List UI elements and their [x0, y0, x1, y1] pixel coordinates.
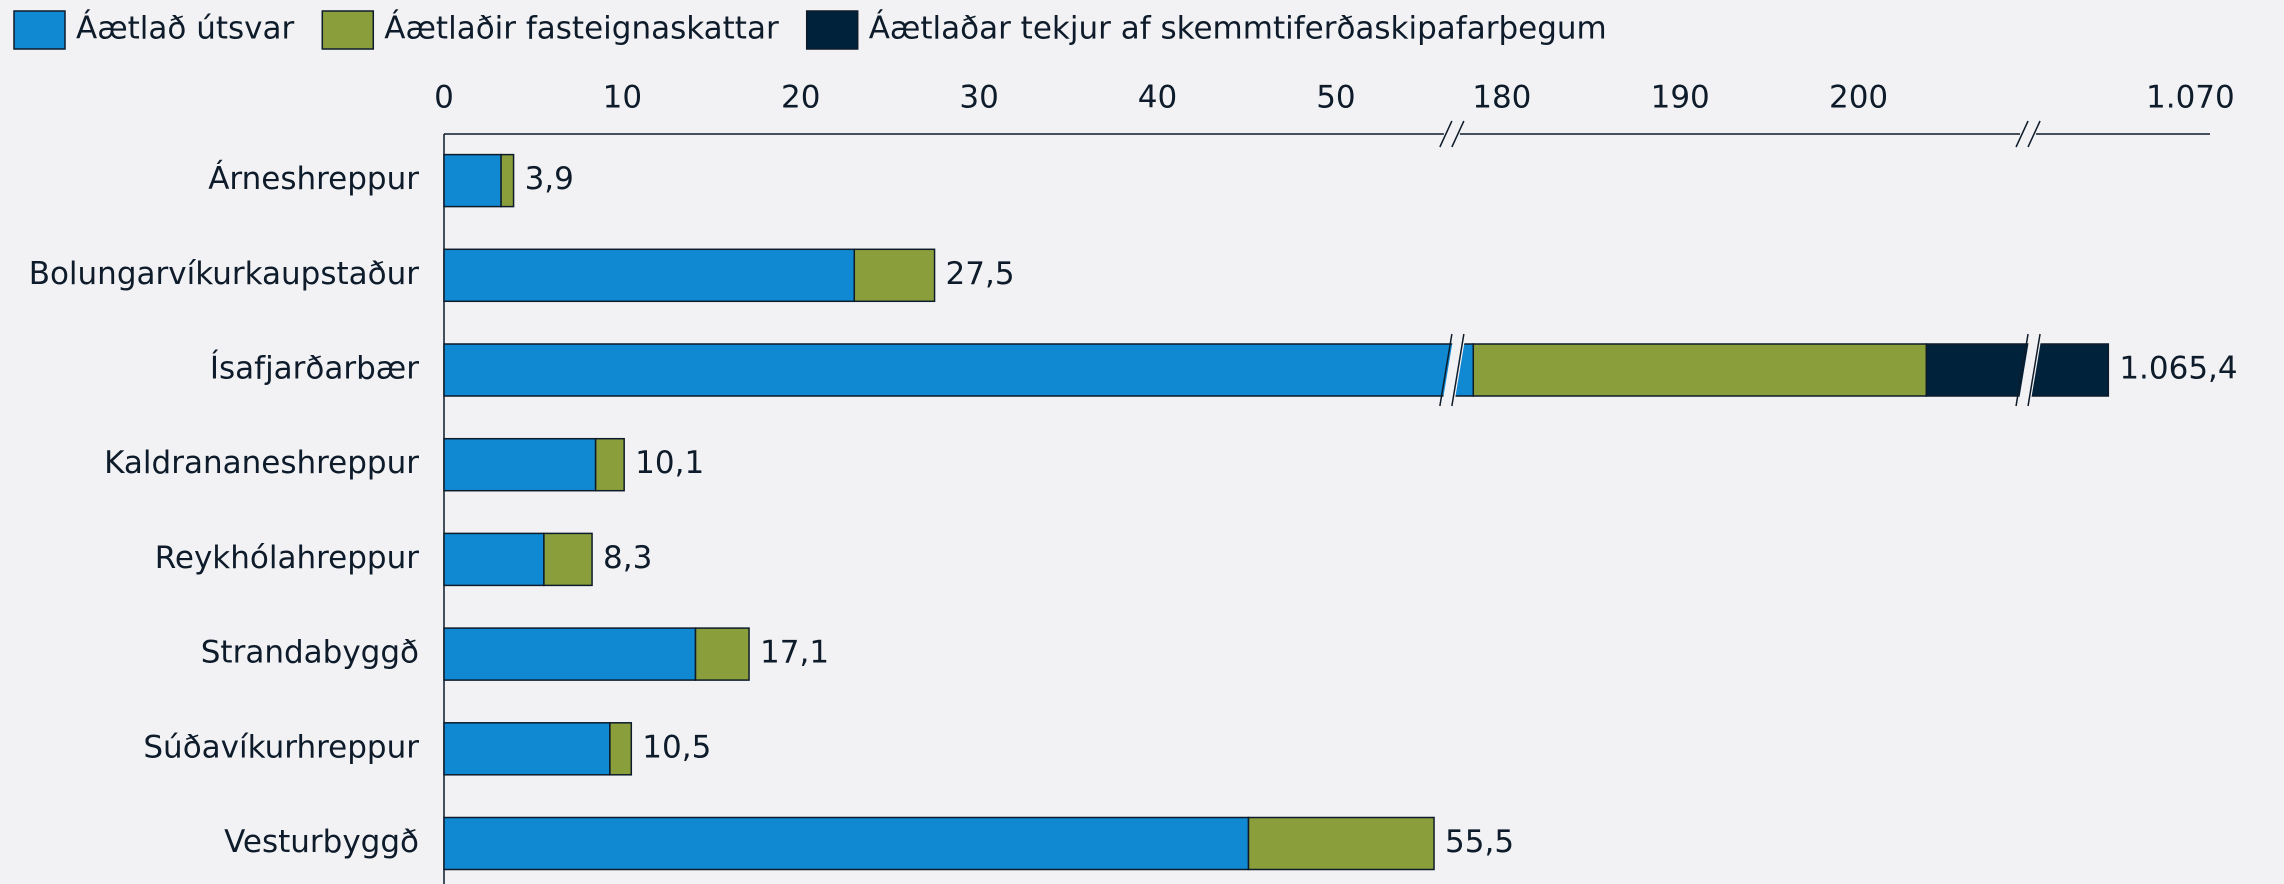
- total-label: 10,1: [635, 445, 704, 481]
- total-label: 3,9: [525, 161, 574, 197]
- bar-segment: [443, 627, 697, 681]
- axis-break: [1439, 120, 1453, 148]
- x-tick-label: 10: [603, 80, 642, 116]
- bar-segment: [443, 532, 545, 587]
- bar-segment: [694, 627, 750, 681]
- legend-label: Áætlaðar tekjur af skemmtiferðaskipafarþ…: [869, 11, 1607, 47]
- axis-break: [2027, 120, 2041, 148]
- bar-segment: [443, 816, 1250, 871]
- total-label: 55,5: [1445, 824, 1514, 860]
- bar-segment: [443, 248, 856, 303]
- bar-break-line: [1439, 333, 1453, 407]
- category-label: Vesturbyggð: [224, 824, 419, 860]
- bar-segment: [443, 437, 597, 492]
- bar-break-line: [2015, 333, 2029, 407]
- total-label: 17,1: [760, 635, 829, 671]
- legend-label: Áætlaðir fasteignaskattar: [384, 11, 779, 47]
- x-tick-label: 180: [1472, 80, 1531, 116]
- x-tick-label: 1.070: [2146, 80, 2235, 116]
- bar-segment: [1472, 343, 1928, 397]
- bar-segment: [1247, 816, 1435, 871]
- bar-segment: [1925, 343, 2110, 397]
- bar-segment: [443, 343, 1475, 397]
- bar-break-line: [2027, 333, 2041, 407]
- x-tick-label: 200: [1829, 80, 1888, 116]
- total-label: 27,5: [946, 256, 1015, 292]
- total-label: 1.065,4: [2119, 351, 2237, 387]
- bar-break: [1441, 334, 1466, 406]
- bar-segment: [609, 722, 633, 776]
- bar-segment: [443, 722, 611, 776]
- legend-swatch: [13, 10, 66, 50]
- bar-segment: [853, 248, 936, 303]
- bar-segment: [443, 153, 502, 208]
- bar-segment: [500, 153, 515, 208]
- x-tick-label: 190: [1651, 80, 1710, 116]
- category-label: Kaldrananeshreppur: [104, 445, 419, 481]
- category-label: Súðavíkurhreppur: [143, 729, 419, 765]
- total-label: 10,5: [642, 729, 711, 765]
- total-label: 8,3: [603, 540, 652, 576]
- axis-break: [2015, 120, 2029, 148]
- bar-break: [2018, 334, 2043, 406]
- category-label: Bolungarvíkurkaupstaður: [29, 256, 420, 292]
- x-tick-label: 0: [434, 80, 454, 116]
- legend-swatch: [321, 10, 375, 50]
- bar-segment: [543, 532, 593, 587]
- x-tick-label: 40: [1138, 80, 1177, 116]
- category-label: Árneshreppur: [208, 161, 419, 197]
- x-tick-label: 30: [959, 80, 998, 116]
- x-tick-label: 20: [781, 80, 820, 116]
- legend-swatch: [805, 10, 859, 50]
- bar-segment: [594, 437, 625, 492]
- category-label: Strandabyggð: [201, 635, 419, 671]
- category-label: Reykhólahreppur: [155, 540, 420, 576]
- axis-break: [1451, 120, 1465, 148]
- x-tick-label: 50: [1316, 80, 1355, 116]
- legend-label: Áætlað útsvar: [76, 11, 295, 47]
- category-label: Ísafjarðarbær: [210, 351, 419, 387]
- bar-break-line: [1451, 333, 1465, 407]
